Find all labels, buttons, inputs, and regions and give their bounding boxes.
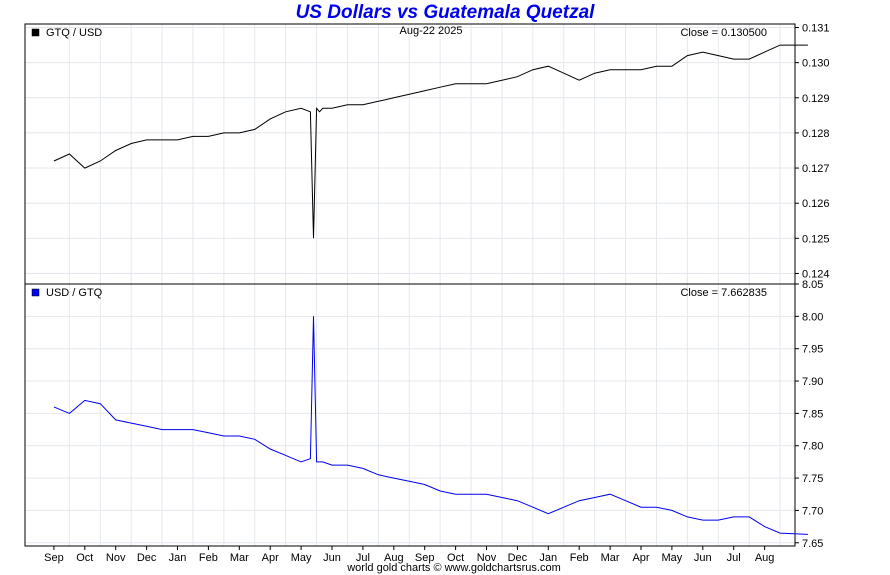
close-label: Close = 0.130500	[680, 27, 767, 39]
x-tick-label: Sep	[44, 552, 64, 564]
x-tick-label: Oct	[447, 552, 464, 564]
footer-credit: world gold charts © www.goldchartsrus.co…	[347, 562, 561, 574]
x-tick-label: May	[662, 552, 683, 564]
y-tick-label: 7.70	[802, 505, 823, 517]
x-tick-label: Apr	[632, 552, 649, 564]
x-tick-label: Dec	[508, 552, 528, 564]
y-tick-label: 0.124	[802, 268, 830, 280]
x-tick-label: Nov	[477, 552, 497, 564]
x-tick-label: Jan	[539, 552, 557, 564]
y-tick-label: 0.128	[802, 128, 830, 140]
x-tick-label: Aug	[755, 552, 775, 564]
y-tick-label: 0.126	[802, 198, 830, 210]
x-tick-label: Jun	[694, 552, 712, 564]
date-stamp: Aug-22 2025	[400, 25, 463, 37]
y-tick-label: 0.125	[802, 233, 830, 245]
x-tick-label: Dec	[137, 552, 157, 564]
x-tick-label: Feb	[199, 552, 218, 564]
chart-title: US Dollars vs Guatemala Quetzal	[295, 2, 595, 23]
legend-swatch	[31, 28, 40, 37]
x-tick-label: Mar	[230, 552, 249, 564]
y-tick-label: 7.80	[802, 441, 823, 453]
x-tick-label: Apr	[262, 552, 279, 564]
x-tick-label: Feb	[570, 552, 589, 564]
y-tick-label: 0.131	[802, 23, 830, 35]
y-tick-label: 0.127	[802, 163, 830, 175]
y-tick-label: 7.75	[802, 473, 823, 485]
close-label: Close = 7.662835	[680, 287, 767, 299]
x-tick-label: Jul	[356, 552, 370, 564]
y-tick-label: 0.129	[802, 93, 830, 105]
y-tick-label: 7.65	[802, 538, 823, 550]
legend-label: USD / GTQ	[46, 287, 103, 299]
y-tick-label: 7.90	[802, 376, 823, 388]
legend-label: GTQ / USD	[46, 27, 102, 39]
x-tick-label: Sep	[415, 552, 435, 564]
x-tick-label: Jan	[169, 552, 187, 564]
y-tick-label: 8.00	[802, 311, 823, 323]
panel-frame	[24, 283, 796, 547]
y-tick-label: 8.05	[802, 279, 823, 291]
legend-swatch	[31, 288, 40, 297]
x-tick-label: Mar	[601, 552, 620, 564]
x-tick-label: Oct	[76, 552, 93, 564]
x-tick-label: May	[291, 552, 312, 564]
x-tick-label: Jul	[727, 552, 741, 564]
y-tick-label: 7.95	[802, 344, 823, 356]
x-tick-label: Nov	[106, 552, 126, 564]
y-tick-label: 0.130	[802, 58, 830, 70]
series-line	[53, 44, 808, 239]
x-tick-label: Jun	[323, 552, 341, 564]
series-line	[53, 316, 808, 535]
y-tick-label: 7.85	[802, 408, 823, 420]
x-tick-label: Aug	[384, 552, 404, 564]
